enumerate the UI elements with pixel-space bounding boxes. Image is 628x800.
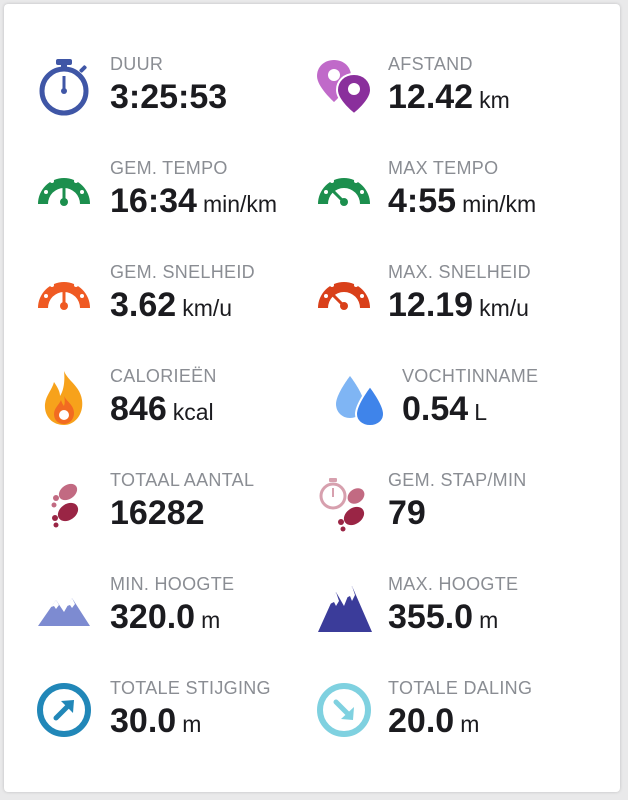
stat-max-pace: MAX TEMPO 4:55 min/km (284, 152, 574, 242)
footsteps-icon (34, 472, 94, 532)
stat-label: VOCHTINNAME (402, 366, 539, 386)
footsteps-timer-icon (314, 472, 374, 532)
stat-total-descent: TOTALE DALING 20.0 m (284, 672, 574, 762)
stat-label: GEM. SNELHEID (110, 262, 255, 282)
stat-number: 3:25:53 (110, 78, 228, 116)
stat-value: 4:55 min/km (388, 182, 536, 221)
stat-avg-speed: GEM. SNELHEID 3.62 km/u (4, 256, 294, 346)
stat-value: 3:25:53 (110, 78, 233, 117)
stat-number: 20.0 (388, 702, 455, 740)
stat-value: 12.42 km (388, 78, 510, 117)
stat-max-speed: MAX. SNELHEID 12.19 km/u (284, 256, 574, 346)
stat-number: 320.0 (110, 598, 196, 636)
stat-unit: L (474, 399, 487, 425)
stat-label: DUUR (110, 54, 164, 74)
stat-total-ascent: TOTALE STIJGING 30.0 m (4, 672, 294, 762)
stat-avg-pace: GEM. TEMPO 16:34 min/km (4, 152, 294, 242)
stat-unit: min/km (462, 191, 537, 217)
stat-unit: min/km (202, 191, 278, 217)
stat-number: 12.42 (388, 78, 474, 116)
stat-unit: km/u (479, 295, 529, 321)
stat-avg-cadence: GEM. STAP/MIN 79 (284, 464, 574, 554)
stat-unit: m (479, 607, 499, 633)
stat-total-steps: TOTAAL AANTAL 16282 (4, 464, 294, 554)
speedometer-green-max-icon (314, 160, 374, 220)
stat-label: GEM. TEMPO (110, 158, 228, 178)
stat-number: 30.0 (110, 702, 177, 740)
stat-number: 16:34 (110, 182, 197, 220)
stat-value: 320.0 m (110, 598, 220, 637)
stat-number: 16282 (110, 494, 205, 532)
stat-min-altitude: MIN. HOOGTE 320.0 m (4, 568, 294, 658)
stat-duration: DUUR 3:25:53 (4, 48, 294, 138)
stat-value: 16282 (110, 494, 211, 533)
stat-label: TOTALE DALING (388, 678, 533, 698)
stat-calories: CALORIEËN 846 kcal (4, 360, 294, 450)
stat-hydration: VOCHTINNAME 0.54 L (284, 360, 574, 450)
stat-max-altitude: MAX. HOOGTE 355.0 m (284, 568, 574, 658)
stat-unit: m (460, 711, 480, 737)
stat-number: 3.62 (110, 286, 177, 324)
stat-label: CALORIEËN (110, 366, 217, 386)
stat-distance: AFSTAND 12.42 km (284, 48, 574, 138)
stat-value: 20.0 m (388, 702, 479, 741)
descent-arrow-icon (314, 680, 374, 740)
stat-value: 30.0 m (110, 702, 201, 741)
stat-number: 0.54 (402, 390, 469, 428)
stat-label: AFSTAND (388, 54, 473, 74)
stat-unit: kcal (172, 399, 214, 425)
stat-value: 3.62 km/u (110, 286, 232, 325)
ascent-arrow-icon (34, 680, 94, 740)
stat-unit: m (182, 711, 202, 737)
water-drops-icon (330, 368, 390, 428)
stat-label: TOTALE STIJGING (110, 678, 271, 698)
stat-number: 355.0 (388, 598, 474, 636)
stat-value: 12.19 km/u (388, 286, 529, 325)
stat-label: GEM. STAP/MIN (388, 470, 527, 490)
stat-label: MIN. HOOGTE (110, 574, 235, 594)
mountain-dark-icon (314, 576, 374, 636)
workout-stats-card: DUUR 3:25:53 AFSTAND 12.42 km (4, 4, 620, 792)
speedometer-orange-icon (34, 264, 94, 324)
stat-label: TOTAAL AANTAL (110, 470, 255, 490)
stat-unit: km (479, 87, 510, 113)
stat-label: MAX. SNELHEID (388, 262, 531, 282)
stat-value: 0.54 L (402, 390, 487, 429)
stat-value: 355.0 m (388, 598, 498, 637)
mountain-light-icon (34, 576, 94, 636)
stat-number: 12.19 (388, 286, 474, 324)
flame-icon (34, 368, 94, 428)
stat-label: MAX. HOOGTE (388, 574, 519, 594)
stat-number: 79 (388, 494, 426, 532)
stat-value: 846 kcal (110, 390, 214, 429)
location-pins-icon (314, 56, 374, 116)
speedometer-orange-max-icon (314, 264, 374, 324)
speedometer-green-icon (34, 160, 94, 220)
stopwatch-icon (34, 56, 94, 116)
stat-label: MAX TEMPO (388, 158, 499, 178)
stat-value: 16:34 min/km (110, 182, 277, 221)
stat-value: 79 (388, 494, 432, 533)
stat-unit: m (201, 607, 221, 633)
stat-number: 846 (110, 390, 167, 428)
stat-unit: km/u (182, 295, 233, 321)
stat-number: 4:55 (388, 182, 457, 220)
